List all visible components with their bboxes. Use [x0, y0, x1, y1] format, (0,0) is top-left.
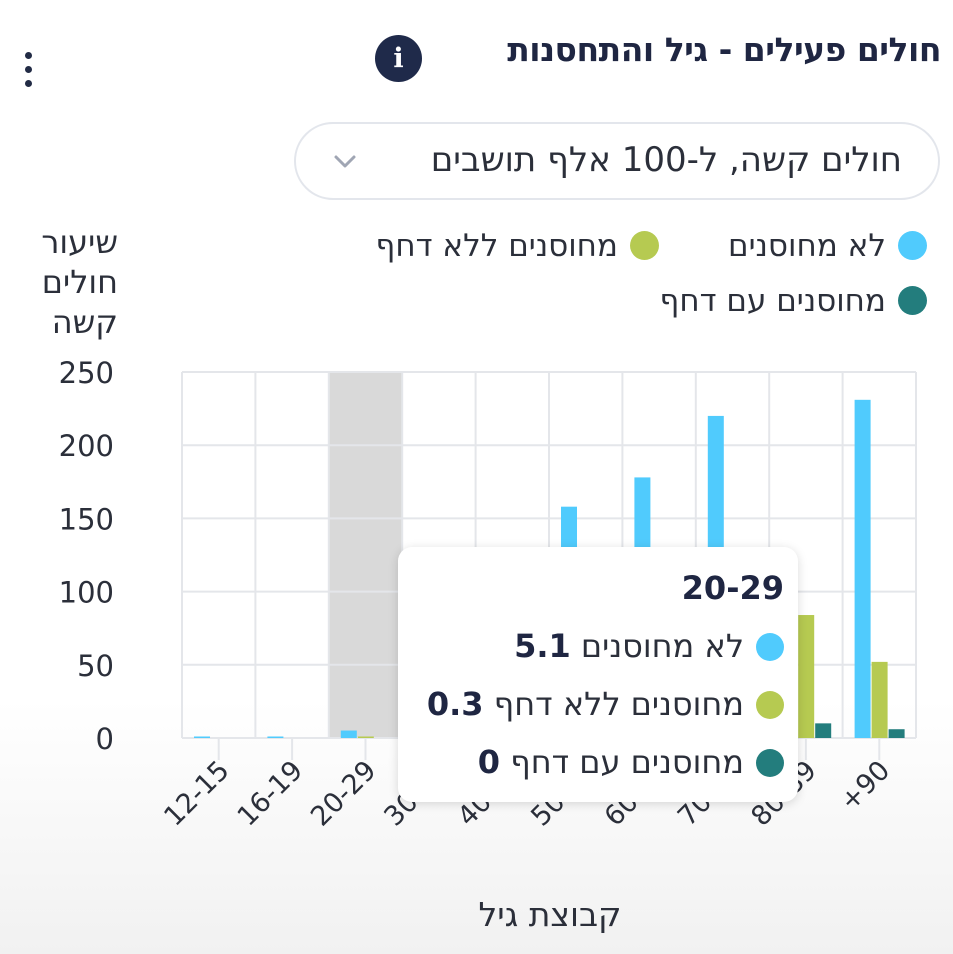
bar [815, 723, 832, 738]
x-tick-label: 20-29 [305, 755, 382, 832]
highlight-band [328, 372, 403, 738]
bar [267, 736, 284, 738]
tooltip-value: 0.3 [426, 685, 484, 723]
tooltip-row: מחוסנים עם דחף 0 [478, 743, 784, 781]
legend-item-not-vaccinated[interactable]: לא מחוסנים [728, 228, 927, 264]
metric-dropdown[interactable]: חולים קשה, ל-100 אלף תושבים [294, 122, 940, 200]
legend-item-vaccinated-no-booster[interactable]: מחוסנים ללא דחף [376, 228, 659, 264]
y-tick-label: 0 [96, 722, 114, 756]
legend-dot [898, 231, 927, 260]
tooltip-label: מחוסנים ללא דחף [493, 685, 744, 723]
y-axis-label: שיעור חולים קשה [41, 223, 118, 341]
bar [194, 736, 210, 738]
bar [357, 736, 374, 738]
tooltip-dot [756, 749, 784, 777]
info-icon[interactable]: i [375, 35, 422, 82]
bar [871, 661, 888, 738]
tooltip-row: לא מחוסנים 5.1 [514, 627, 784, 665]
legend-dot [630, 231, 659, 260]
bar [798, 615, 815, 738]
y-tick-label: 200 [59, 429, 114, 463]
legend-dot [898, 286, 927, 315]
legend-label: מחוסנים ללא דחף [375, 228, 618, 264]
tooltip-label: מחוסנים עם דחף [510, 743, 744, 781]
tooltip-label: לא מחוסנים [580, 627, 744, 665]
chart-title: חולים פעילים - גיל והתחסנות [507, 30, 941, 69]
tooltip-dot [756, 691, 784, 719]
tooltip-dot [756, 633, 784, 661]
legend-label: מחוסנים עם דחף [659, 283, 886, 319]
chevron-down-icon [334, 155, 356, 168]
y-tick-label: 250 [59, 356, 114, 390]
x-tick-label: +90 [834, 755, 896, 817]
legend-item-vaccinated-booster[interactable]: מחוסנים עם דחף [660, 283, 927, 319]
bar [854, 399, 871, 738]
more-vertical-icon[interactable] [14, 48, 44, 92]
x-tick-label: 16-19 [232, 755, 309, 832]
tooltip-title: 20-29 [681, 569, 784, 607]
legend-label: לא מחוסנים [728, 228, 886, 264]
y-tick-label: 100 [59, 576, 114, 610]
x-axis-label: קבוצת גיל [478, 895, 622, 934]
bar [340, 730, 357, 738]
bar [888, 729, 905, 738]
x-tick-label: 12-15 [158, 755, 235, 832]
tooltip-value: 5.1 [514, 627, 571, 665]
dropdown-value: חולים קשה, ל-100 אלף תושבים [430, 140, 902, 180]
y-tick-label: 50 [77, 649, 114, 683]
tooltip-row: מחוסנים ללא דחף 0.3 [427, 685, 784, 723]
y-tick-label: 150 [59, 502, 114, 536]
tooltip-value: 0 [477, 743, 501, 781]
tooltip: 20-29 לא מחוסנים 5.1 מחוסנים ללא דחף 0.3… [398, 547, 798, 802]
